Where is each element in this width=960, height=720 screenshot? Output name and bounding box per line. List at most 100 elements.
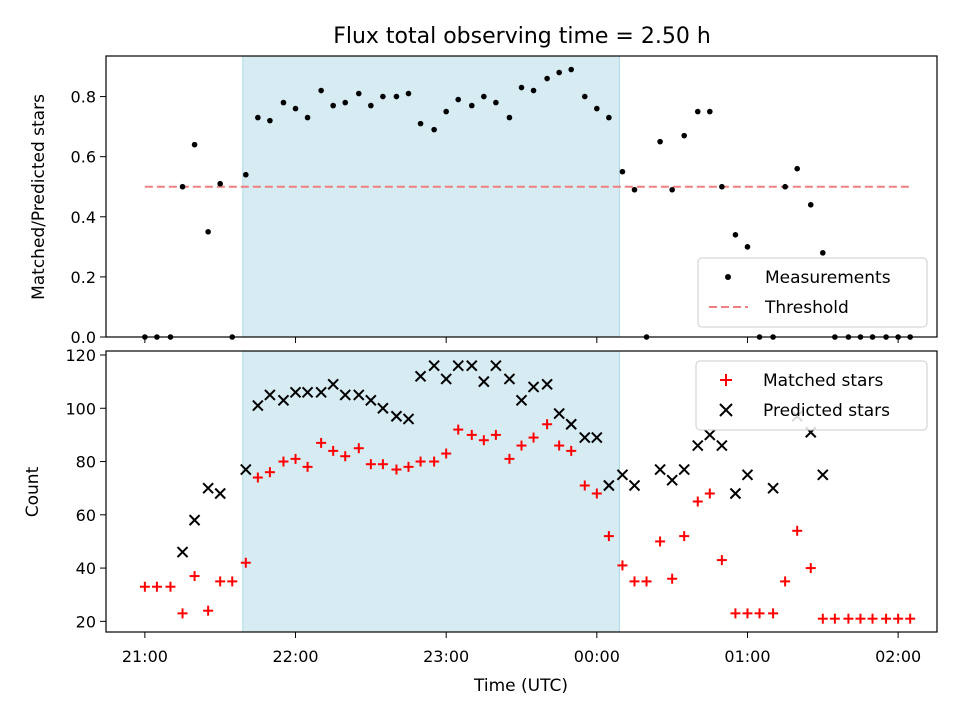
measurement-point bbox=[707, 108, 713, 115]
predicted-star-marker bbox=[315, 386, 327, 398]
matched-star-marker bbox=[453, 424, 464, 435]
predicted-star-marker bbox=[365, 394, 377, 406]
matched-star-marker bbox=[466, 429, 477, 440]
matched-star-marker bbox=[768, 608, 779, 619]
y-tick-label: 0.6 bbox=[71, 148, 96, 167]
matched-star-marker bbox=[189, 571, 200, 582]
measurement-point bbox=[393, 93, 400, 100]
legend-measurements-marker bbox=[725, 274, 731, 280]
matched-star-marker bbox=[843, 613, 854, 624]
matched-star-marker bbox=[227, 576, 238, 587]
predicted-star-marker bbox=[716, 439, 728, 452]
bottom-plot-frame bbox=[105, 350, 938, 633]
matched-star-marker bbox=[667, 573, 678, 584]
matched-star-marker bbox=[377, 459, 388, 470]
measurement-point bbox=[191, 141, 198, 148]
matched-star-marker bbox=[365, 459, 376, 470]
measurement-point bbox=[744, 244, 751, 250]
matched-star-marker bbox=[478, 435, 489, 446]
predicted-star-marker bbox=[553, 407, 565, 420]
y-tick-label: 20 bbox=[76, 612, 96, 631]
matched-star-marker bbox=[290, 453, 301, 464]
predicted-star-marker bbox=[591, 431, 603, 444]
measurement-point bbox=[568, 66, 575, 73]
matched-star-marker bbox=[340, 451, 351, 462]
matched-star-marker bbox=[829, 613, 840, 624]
y-tick-label: 120 bbox=[65, 346, 96, 365]
measurement-point bbox=[355, 90, 362, 97]
matched-star-markers bbox=[139, 419, 916, 624]
top-observing-span bbox=[242, 55, 620, 338]
legend-matched-label: Matched stars bbox=[763, 371, 883, 391]
matched-star-marker bbox=[867, 613, 878, 624]
matched-star-marker bbox=[641, 576, 652, 587]
predicted-star-marker bbox=[616, 469, 629, 481]
predicted-star-marker bbox=[692, 439, 704, 452]
predicted-star-marker bbox=[490, 359, 502, 372]
matched-star-marker bbox=[617, 560, 628, 571]
predicted-star-marker bbox=[252, 399, 264, 412]
measurement-point bbox=[594, 105, 600, 112]
observing-window-span bbox=[242, 350, 620, 633]
y-tick-label: 0.8 bbox=[71, 88, 96, 107]
matched-star-marker bbox=[792, 525, 803, 536]
legend-threshold-label: Threshold bbox=[764, 298, 849, 318]
measurement-point bbox=[657, 138, 663, 145]
x-tick-label: 21:00 bbox=[122, 647, 168, 666]
legend-predicted-marker bbox=[719, 403, 733, 417]
bottom-legend: Matched stars Predicted stars bbox=[695, 360, 928, 431]
matched-star-marker bbox=[742, 608, 753, 619]
top-plot-frame bbox=[105, 55, 938, 338]
predicted-star-marker bbox=[214, 487, 226, 500]
predicted-star-marker bbox=[579, 431, 591, 444]
matched-star-marker bbox=[328, 445, 339, 456]
predicted-star-marker bbox=[339, 389, 351, 401]
measurement-point bbox=[292, 105, 299, 112]
matched-star-marker bbox=[302, 461, 313, 472]
measurement-point bbox=[330, 102, 336, 109]
predicted-star-marker bbox=[301, 386, 314, 398]
predicted-star-marker bbox=[503, 373, 516, 385]
matched-star-marker bbox=[855, 613, 866, 624]
matched-star-marker bbox=[391, 464, 402, 475]
predicted-star-marker bbox=[327, 378, 339, 391]
x-tick-label: 22:00 bbox=[272, 647, 318, 666]
predicted-star-marker bbox=[466, 359, 478, 372]
measurement-point bbox=[431, 126, 437, 133]
measurement-point bbox=[732, 232, 739, 238]
x-tick-label: 01:00 bbox=[724, 647, 770, 666]
measurement-point bbox=[556, 69, 562, 76]
matched-star-marker bbox=[881, 613, 892, 624]
measurement-point bbox=[342, 99, 349, 106]
matched-star-marker bbox=[316, 437, 327, 448]
measurement-point bbox=[694, 108, 701, 115]
matched-star-marker bbox=[780, 576, 791, 587]
matched-star-marker bbox=[655, 536, 666, 547]
bottom-legend-box bbox=[695, 360, 928, 431]
matched-star-marker bbox=[504, 453, 515, 464]
measurement-point bbox=[205, 229, 211, 235]
matched-star-marker bbox=[817, 613, 828, 624]
matched-star-marker bbox=[805, 563, 816, 574]
chart-title: Flux total observing time = 2.50 h bbox=[333, 24, 711, 49]
y-tick-label: 0.2 bbox=[71, 268, 96, 287]
measurement-point bbox=[606, 114, 612, 121]
predicted-star-marker bbox=[390, 410, 403, 422]
measurement-point bbox=[255, 114, 261, 121]
matched-star-marker bbox=[730, 608, 741, 619]
measurement-point bbox=[455, 96, 462, 103]
matched-star-marker bbox=[591, 488, 602, 499]
x-tick-label: 23:00 bbox=[423, 647, 469, 666]
measurement-point bbox=[544, 75, 550, 82]
measurement-point bbox=[782, 183, 788, 190]
matched-star-marker bbox=[353, 443, 364, 454]
predicted-star-marker bbox=[527, 381, 540, 393]
matched-star-marker bbox=[579, 480, 590, 491]
matched-star-marker bbox=[441, 448, 452, 459]
predicted-star-marker bbox=[176, 546, 189, 558]
matched-star-marker bbox=[264, 467, 275, 478]
y-tick-label: 0.0 bbox=[71, 328, 96, 347]
predicted-star-marker bbox=[240, 463, 252, 476]
predicted-star-marker bbox=[440, 373, 452, 385]
